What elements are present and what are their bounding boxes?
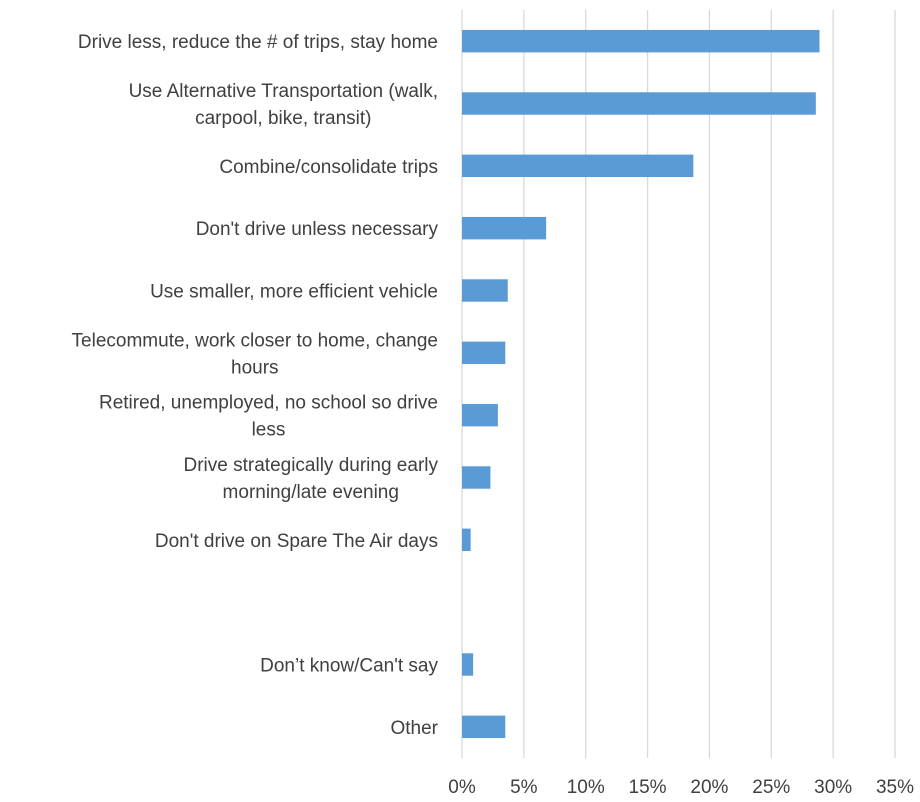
- bar: [462, 403, 498, 427]
- x-axis-tick-labels: 0% 5% 10% 15% 20% 25% 30% 35%: [448, 777, 914, 798]
- category-label: Use smaller, more efficient vehicle: [150, 282, 438, 303]
- category-label-line: Use Alternative Transportation (walk,: [129, 81, 438, 102]
- category-label-line: Other: [390, 718, 438, 739]
- x-tick-label: 10%: [567, 777, 605, 798]
- bar: [462, 216, 547, 240]
- category-label-line: Drive less, reduce the # of trips, stay …: [78, 32, 438, 53]
- bar: [462, 279, 508, 302]
- bar: [462, 466, 491, 489]
- bars: [462, 29, 820, 739]
- category-label: Drive strategically during early morning/…: [184, 455, 439, 503]
- category-label: Telecommute, work closer to home, change…: [72, 330, 438, 378]
- x-tick-label: 35%: [876, 777, 914, 798]
- category-label: Retired, unemployed, no school so drive l…: [99, 393, 438, 441]
- bar: [462, 154, 694, 178]
- category-label: Combine/consolidate trips: [219, 157, 438, 178]
- x-tick-label: 15%: [629, 777, 667, 798]
- category-label-line: Retired, unemployed, no school so drive: [99, 393, 438, 414]
- x-tick-label: 25%: [752, 777, 790, 798]
- category-label: Don't drive unless necessary: [196, 219, 439, 240]
- category-label: Don’t know/Can't say: [260, 656, 438, 677]
- x-tick-label: 20%: [690, 777, 728, 798]
- bar: [462, 715, 506, 739]
- category-label-line: hours: [231, 357, 279, 378]
- category-labels: Drive less, reduce the # of trips, stay …: [72, 32, 439, 739]
- category-label-line: morning/late evening: [223, 482, 399, 503]
- x-tick-label: 30%: [814, 777, 852, 798]
- category-label: Other: [390, 718, 438, 739]
- category-label: Drive less, reduce the # of trips, stay …: [78, 32, 438, 53]
- bar: [462, 528, 471, 552]
- category-label: Don't drive on Spare The Air days: [155, 531, 438, 552]
- bar: [462, 92, 816, 115]
- category-label-line: Don't drive on Spare The Air days: [155, 531, 438, 552]
- category-label-line: Telecommute, work closer to home, change: [72, 330, 438, 351]
- gridlines: [461, 10, 896, 758]
- x-tick-label: 5%: [510, 777, 538, 798]
- category-label-line: Use smaller, more efficient vehicle: [150, 282, 438, 303]
- bar: [462, 341, 506, 365]
- category-label-line: Don't drive unless necessary: [196, 219, 439, 240]
- category-label-line: Combine/consolidate trips: [219, 157, 438, 178]
- category-label: Use Alternative Transportation (walk, car…: [129, 81, 438, 129]
- x-tick-label: 0%: [448, 777, 476, 798]
- bar: [462, 653, 474, 676]
- category-label-line: carpool, bike, transit): [195, 108, 371, 129]
- bar: [462, 29, 820, 53]
- category-label-line: Don’t know/Can't say: [260, 656, 438, 677]
- category-label-line: Drive strategically during early: [184, 455, 439, 476]
- category-label-line: less: [252, 420, 286, 441]
